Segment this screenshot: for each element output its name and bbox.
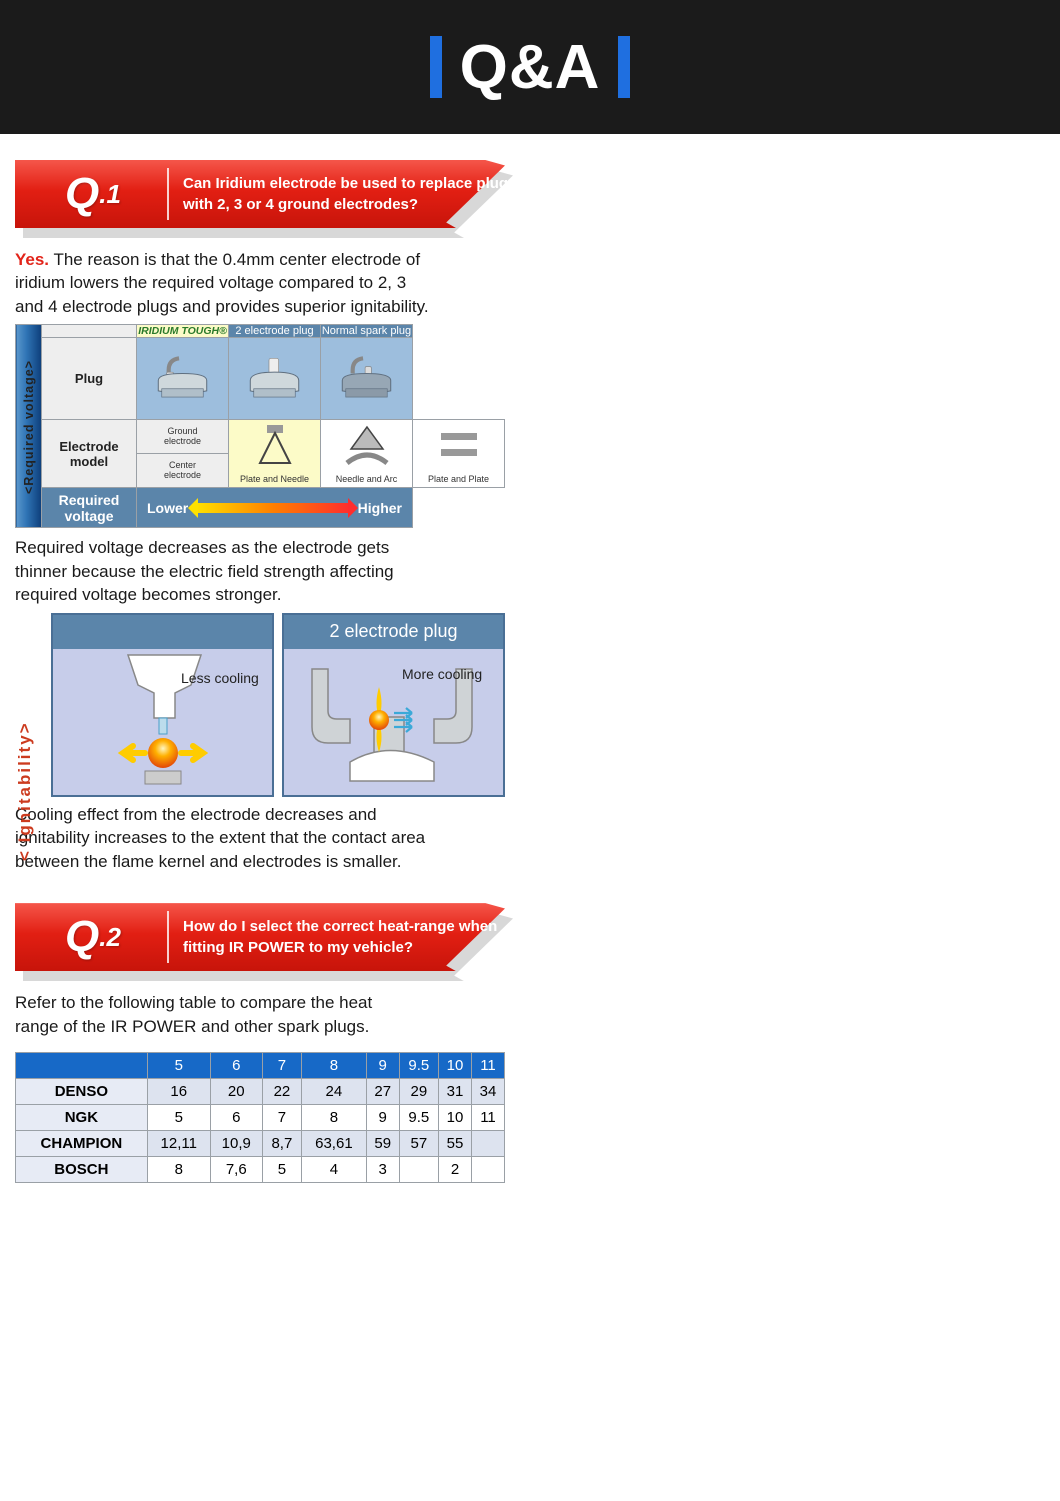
svg-text:Less cooling: Less cooling — [181, 670, 259, 686]
svg-text:More cooling: More cooling — [402, 666, 482, 682]
